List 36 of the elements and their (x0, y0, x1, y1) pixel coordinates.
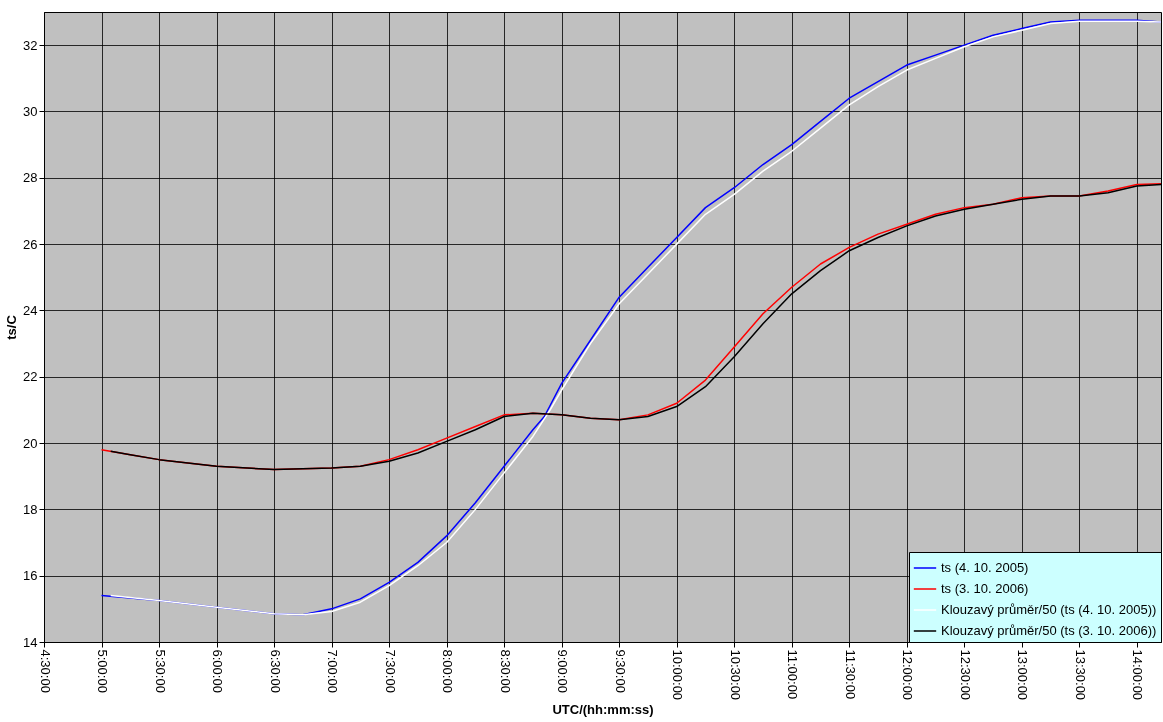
y-tick-label: 24 (23, 302, 38, 318)
y-tick-label: 26 (23, 236, 38, 252)
legend-label: Klouzavý průměr/50 (ts (3. 10. 2006)) (941, 623, 1157, 638)
x-tick-label: 8:00:00 (440, 649, 456, 693)
x-tick-label: 6:30:00 (267, 649, 283, 693)
y-tick-label: 18 (23, 501, 38, 517)
x-tick-label: 10:00:00 (670, 649, 686, 701)
y-tick-label: 20 (23, 435, 38, 451)
y-tick-label: 14 (23, 634, 38, 650)
x-tick-label: 11:30:00 (842, 649, 858, 700)
legend-label: ts (4. 10. 2005) (941, 560, 1029, 575)
legend-label: ts (3. 10. 2006) (941, 581, 1029, 596)
y-tick-label: 16 (23, 568, 38, 584)
y-axis-title: ts/C (4, 314, 20, 340)
x-tick-label: 9:30:00 (612, 649, 628, 693)
x-tick-label: 5:30:00 (152, 649, 168, 693)
x-tick-label: 7:00:00 (325, 649, 341, 693)
y-tick-label: 28 (23, 170, 38, 186)
y-tick-label: 32 (23, 37, 38, 53)
legend-label: Klouzavý průměr/50 (ts (4. 10. 2005)) (941, 602, 1157, 617)
x-tick-label: 9:00:00 (555, 649, 571, 693)
x-tick-label: 12:00:00 (900, 649, 916, 701)
x-axis-title: UTC/(hh:mm:ss) (552, 702, 654, 718)
x-tick-label: 5:00:00 (95, 649, 111, 693)
x-tick-label: 13:00:00 (1015, 649, 1031, 701)
y-tick-label: 30 (23, 103, 38, 119)
x-tick-label: 12:30:00 (957, 649, 973, 701)
x-tick-label: 14:00:00 (1130, 649, 1146, 701)
x-tick-label: 13:30:00 (1072, 649, 1088, 701)
x-tick-label: 4:30:00 (37, 649, 53, 693)
x-tick-label: 7:30:00 (382, 649, 398, 693)
y-tick-label: 22 (23, 369, 38, 385)
x-tick-label: 8:30:00 (497, 649, 513, 693)
x-tick-label: 10:30:00 (727, 649, 743, 701)
x-tick-label: 11:00:00 (785, 649, 801, 700)
x-tick-label: 6:00:00 (210, 649, 226, 693)
